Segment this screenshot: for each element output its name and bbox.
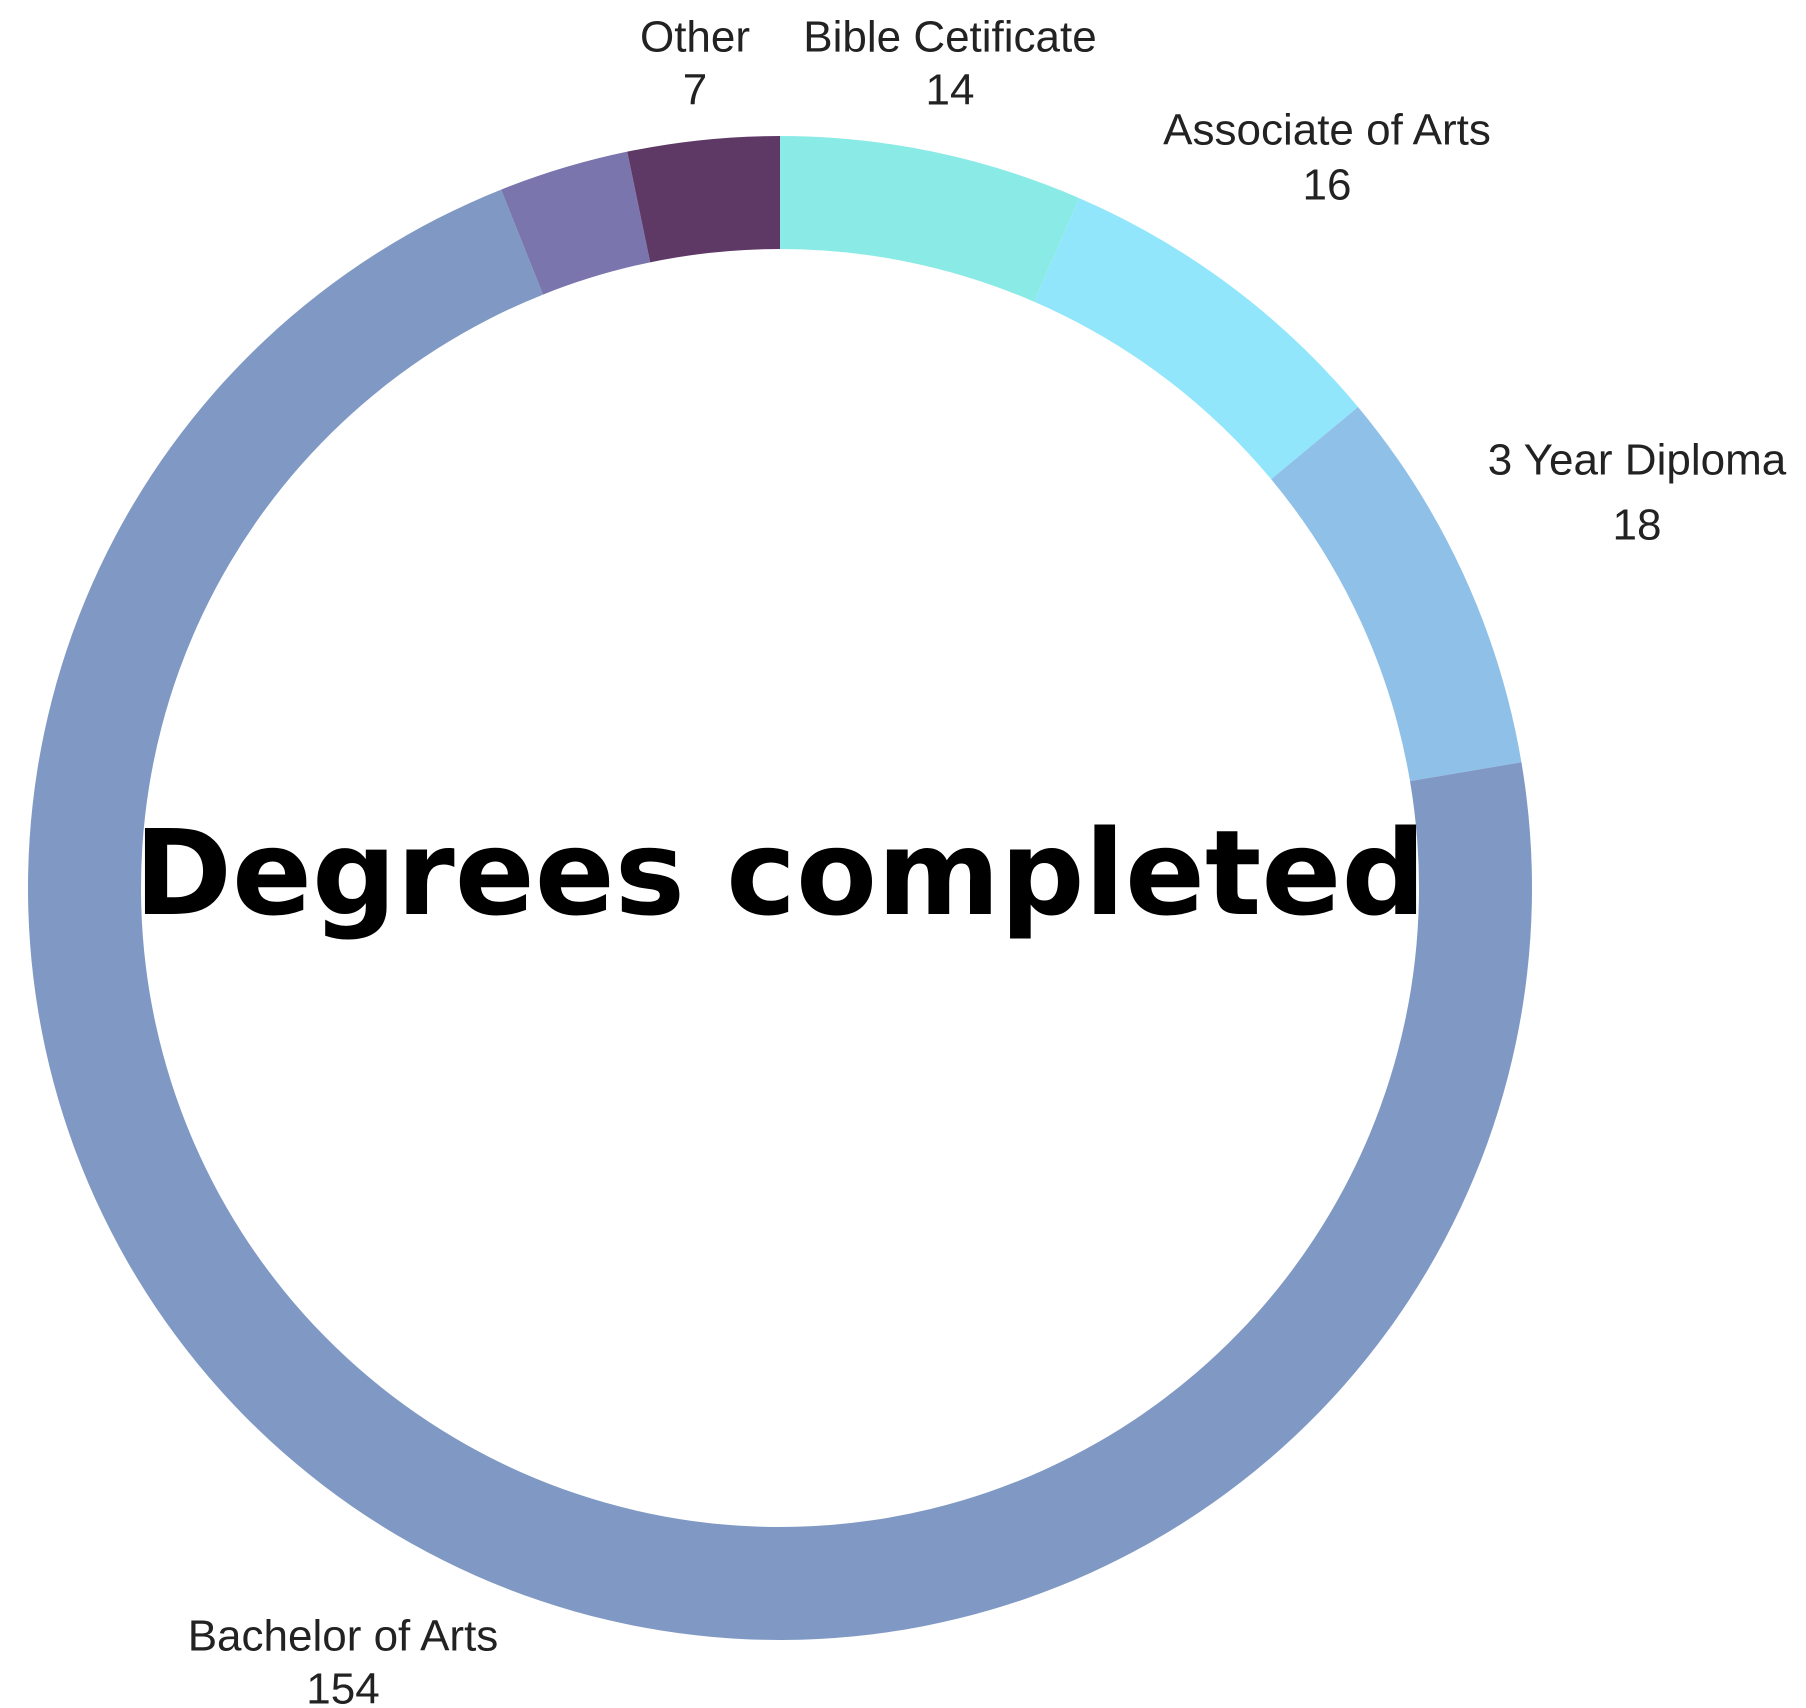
slice-label: Associate of Arts bbox=[1163, 106, 1491, 155]
chart-title: Degrees completed bbox=[134, 804, 1426, 942]
slice-value: 18 bbox=[1613, 501, 1662, 550]
slice bbox=[501, 151, 651, 295]
slice-label: Bible Cetificate bbox=[803, 13, 1096, 62]
slice-value: 14 bbox=[926, 66, 975, 115]
slice-label: 3 Year Diploma bbox=[1488, 436, 1787, 485]
slice-value: 16 bbox=[1303, 161, 1352, 210]
slices bbox=[27, 136, 1532, 1641]
slice bbox=[627, 136, 780, 263]
slice bbox=[1271, 406, 1522, 782]
slice bbox=[1034, 198, 1359, 480]
slice bbox=[780, 136, 1080, 302]
slice-label: Other bbox=[640, 13, 750, 62]
slice-value: 154 bbox=[306, 1665, 379, 1708]
slice-value: 7 bbox=[683, 66, 707, 115]
slice-label: Bachelor of Arts bbox=[188, 1612, 499, 1661]
